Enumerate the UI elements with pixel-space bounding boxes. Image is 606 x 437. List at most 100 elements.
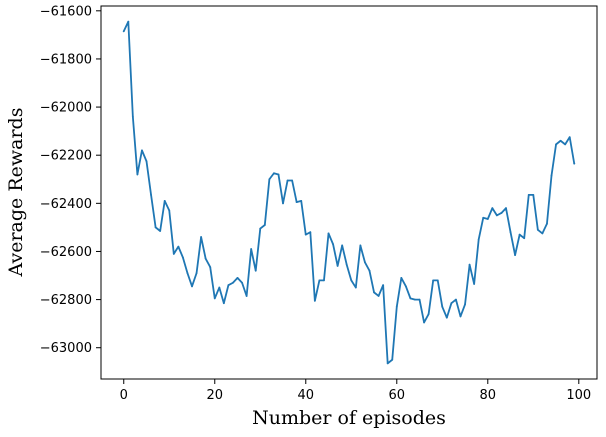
data-point <box>263 224 266 226</box>
data-point <box>550 174 553 177</box>
data-point <box>391 358 394 361</box>
data-point <box>232 281 234 284</box>
data-point <box>382 284 385 287</box>
data-point <box>564 143 567 146</box>
x-tick-label: 0 <box>120 388 128 403</box>
y-axis: −63000 −62800 −62600 −62400 −62200 −62000 −618… <box>40 4 101 356</box>
data-point <box>495 214 498 217</box>
data-point <box>432 279 435 282</box>
data-point <box>150 194 152 196</box>
data-point <box>368 269 371 272</box>
data-point <box>350 279 353 282</box>
y-tick-label: −63000 <box>40 341 92 356</box>
data-points <box>122 20 576 365</box>
data-point <box>222 302 225 305</box>
data-point <box>168 209 171 212</box>
y-tick-label: −62000 <box>40 101 92 116</box>
data-point <box>377 295 380 297</box>
data-point <box>477 238 480 241</box>
data-point <box>131 115 134 118</box>
data-point <box>404 285 407 288</box>
data-point <box>309 231 312 234</box>
data-point <box>245 295 248 297</box>
data-point <box>163 200 166 202</box>
data-point <box>122 30 125 33</box>
data-point <box>327 232 330 235</box>
data-point <box>486 218 489 220</box>
data-point <box>191 285 193 288</box>
data-point <box>464 303 466 306</box>
x-axis: 0 20 40 60 80 100 <box>120 379 591 403</box>
data-point <box>200 236 203 238</box>
data-point <box>254 269 257 272</box>
y-axis-label: Average Rewards <box>5 108 27 278</box>
data-point <box>127 20 130 23</box>
data-point <box>409 297 412 300</box>
data-point <box>555 143 557 146</box>
x-axis-label: Number of episodes <box>252 407 446 429</box>
y-tick-label: −61600 <box>40 4 92 19</box>
data-point <box>427 313 430 315</box>
data-point <box>546 222 548 225</box>
x-tick-label: 100 <box>566 388 591 403</box>
data-point <box>450 302 453 305</box>
data-point <box>523 237 526 240</box>
data-point <box>136 173 139 176</box>
data-point <box>527 194 530 196</box>
data-point <box>518 233 521 236</box>
data-point <box>291 179 294 182</box>
data-point <box>145 160 148 163</box>
data-point <box>395 305 398 308</box>
data-point <box>541 232 544 235</box>
data-point <box>445 316 448 319</box>
data-point <box>418 298 421 301</box>
y-tick-label: −62400 <box>40 197 92 212</box>
data-point <box>172 252 175 255</box>
data-point <box>505 207 507 210</box>
data-point <box>436 279 439 282</box>
data-point <box>195 272 198 275</box>
data-point <box>514 254 516 256</box>
data-point <box>568 136 571 139</box>
y-tick-label: −61800 <box>40 52 92 67</box>
data-point <box>295 201 298 204</box>
data-point <box>482 216 485 219</box>
y-tick-label: −62800 <box>40 293 92 308</box>
data-point <box>204 257 207 260</box>
data-point <box>186 272 189 275</box>
data-point <box>500 212 503 214</box>
data-point <box>177 245 180 248</box>
y-tick-label: −62200 <box>40 149 92 164</box>
data-point <box>473 283 476 285</box>
data-point <box>400 277 403 279</box>
data-point <box>236 277 239 279</box>
data-point <box>386 362 389 365</box>
data-point <box>468 263 471 266</box>
series-line <box>122 20 576 365</box>
data-point <box>286 179 289 182</box>
data-point <box>209 266 212 268</box>
data-point <box>441 305 444 308</box>
x-tick-label: 80 <box>480 388 497 403</box>
data-point <box>359 244 362 247</box>
data-point <box>341 244 344 247</box>
x-tick-label: 60 <box>389 388 406 403</box>
data-point <box>268 178 271 181</box>
y-tick-label: −62600 <box>40 245 92 260</box>
data-point <box>241 281 243 284</box>
data-point <box>213 297 216 300</box>
data-point <box>455 298 457 301</box>
data-point <box>459 315 462 318</box>
data-point <box>536 228 539 231</box>
data-point <box>282 202 284 205</box>
data-point <box>559 139 562 142</box>
data-point <box>159 230 162 232</box>
data-point <box>273 172 275 175</box>
data-point <box>259 227 262 230</box>
data-point <box>532 194 535 196</box>
x-tick-label: 20 <box>206 388 223 403</box>
data-point <box>318 279 321 282</box>
data-point <box>300 200 303 202</box>
data-point <box>182 256 184 259</box>
